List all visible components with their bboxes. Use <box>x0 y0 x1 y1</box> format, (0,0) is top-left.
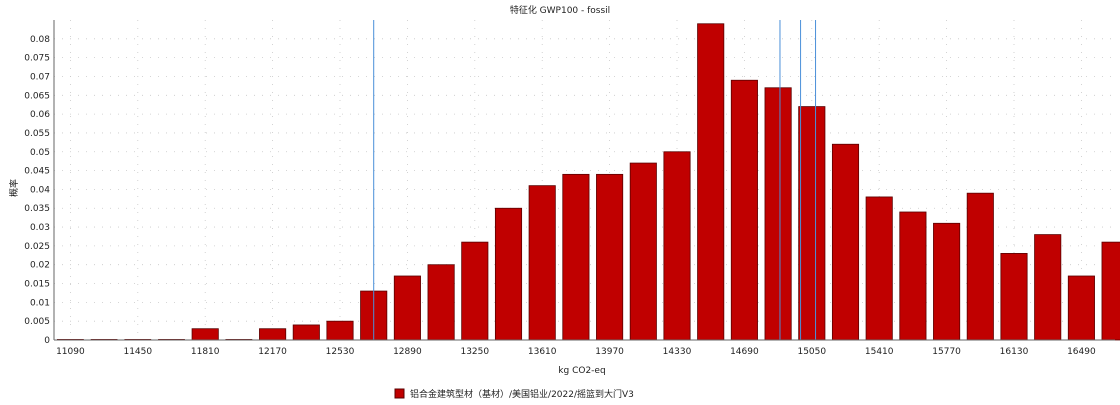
histogram-bar <box>865 196 893 341</box>
histogram-bar <box>899 211 927 341</box>
x-tick-label: 11450 <box>123 347 152 357</box>
x-tick-label: 15410 <box>865 347 894 357</box>
y-tick-label: 0.03 <box>30 223 50 233</box>
histogram-bar <box>596 173 624 341</box>
grid-layer <box>54 20 1115 340</box>
x-tick-label: 14690 <box>730 347 759 357</box>
y-tick-label: 0.065 <box>24 91 50 101</box>
histogram-bar <box>562 173 590 341</box>
y-tick-label: 0.055 <box>24 129 50 139</box>
axis-layer: 0 0.005 0.01 0.015 0.02 0.025 0.03 0.035 0.04 0.0… <box>24 20 1115 357</box>
histogram-bar <box>292 324 320 341</box>
y-tick-label: 0.08 <box>30 35 50 45</box>
histogram-bar <box>831 143 860 341</box>
y-tick-label: 0.05 <box>30 148 50 158</box>
x-tick-label: 15050 <box>797 347 826 357</box>
x-axis-label: kg CO2-eq <box>558 366 605 376</box>
y-tick-label: 0.075 <box>24 54 50 64</box>
y-tick-label: 0.035 <box>24 204 50 214</box>
x-tick-label: 11810 <box>191 347 220 357</box>
histogram-bar <box>629 162 657 341</box>
histogram-bar <box>1000 253 1028 341</box>
histogram-bar <box>393 275 421 341</box>
legend: 铝合金建筑型材（基材）/美国铝业/2022/摇篮到大门V3 <box>394 388 634 400</box>
histogram-bar <box>494 207 523 341</box>
histogram-bar <box>730 79 758 341</box>
y-tick-label: 0.06 <box>30 110 50 120</box>
x-tick-label: 16130 <box>1000 347 1029 357</box>
histogram-bar <box>461 241 489 341</box>
x-tick-label: 12890 <box>393 347 422 357</box>
histogram-bar <box>259 328 287 341</box>
x-tick-label: 12170 <box>258 347 287 357</box>
histogram-bar <box>191 328 219 341</box>
histogram-bar <box>798 106 826 341</box>
y-tick-label: 0.01 <box>30 298 50 308</box>
x-tick-label: 13250 <box>460 347 489 357</box>
bar-layer <box>57 23 1120 341</box>
histogram-bar <box>663 151 691 341</box>
x-tick-label: 16490 <box>1067 347 1096 357</box>
y-tick-label: 0.015 <box>24 280 50 290</box>
histogram-bar <box>326 320 354 341</box>
legend-swatch <box>394 388 405 399</box>
y-tick-label: 0.04 <box>30 185 50 195</box>
x-tick-label: 15770 <box>932 347 961 357</box>
y-tick-label: 0.02 <box>30 261 50 271</box>
histogram-bar <box>528 185 556 341</box>
x-tick-label: 13610 <box>528 347 557 357</box>
histogram-bar <box>933 222 961 341</box>
histogram-bar <box>1101 241 1120 341</box>
x-tick-label: 14330 <box>663 347 692 357</box>
y-tick-label: 0.045 <box>24 167 50 177</box>
y-tick-label: 0 <box>44 336 50 346</box>
y-tick-label: 0.025 <box>24 242 50 252</box>
x-tick-label: 13970 <box>595 347 624 357</box>
chart-title: 特征化 GWP100 - fossil <box>510 4 610 16</box>
legend-entry-text: 铝合金建筑型材（基材）/美国铝业/2022/摇篮到大门V3 <box>410 388 634 400</box>
histogram-bar <box>697 23 725 341</box>
x-tick-label: 12530 <box>326 347 355 357</box>
histogram-bar <box>966 192 994 341</box>
y-axis-label: 概率 <box>8 179 20 197</box>
y-tick-label: 0.07 <box>30 72 50 82</box>
histogram-bar <box>1034 234 1062 341</box>
reference-line-layer <box>373 20 817 340</box>
histogram-bar <box>1067 275 1095 341</box>
y-tick-label: 0.005 <box>24 317 50 327</box>
histogram-bar <box>764 87 792 341</box>
histogram-bar <box>427 264 455 341</box>
x-tick-label: 11090 <box>56 347 85 357</box>
